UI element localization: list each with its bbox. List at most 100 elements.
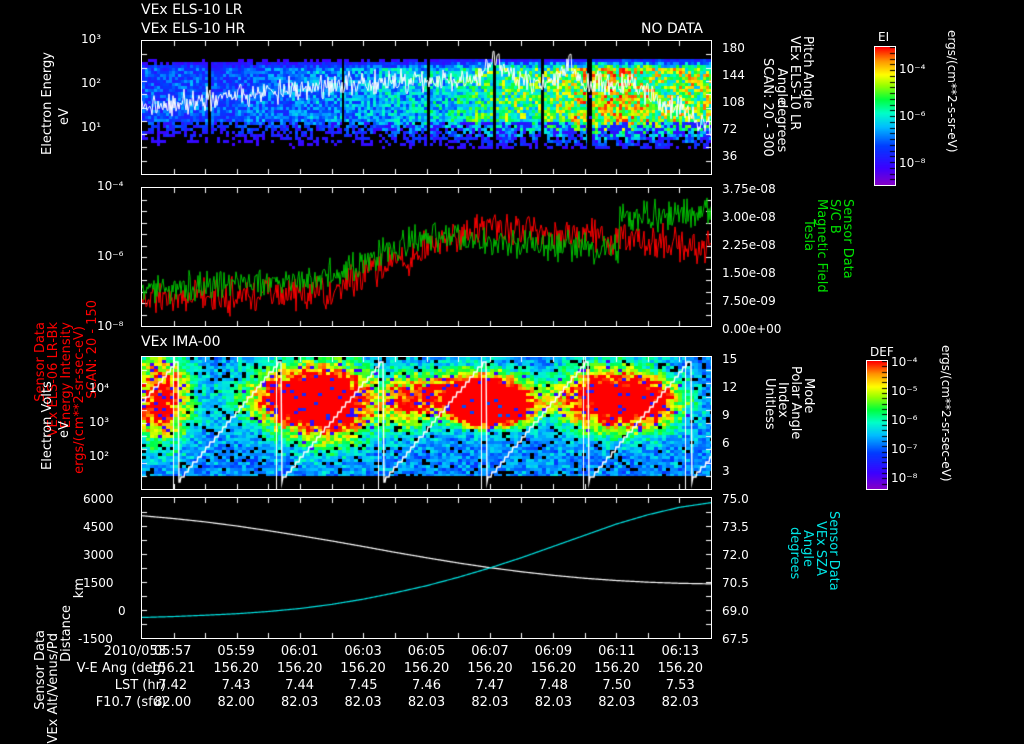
panel4-right-label-1: Sensor Data <box>826 511 841 591</box>
panel1-ytick-0: 10³ <box>81 32 102 46</box>
footer-cell-1-8: 156.20 <box>657 661 704 676</box>
footer-cell-3-2: 82.03 <box>281 695 319 710</box>
panel2-rtick-0: 3.75e-08 <box>722 182 776 196</box>
footer-cell-2-0: 7.42 <box>158 678 188 693</box>
panel4-ytick-1: 4500 <box>83 520 114 534</box>
footer-cell-0-0: 05:57 <box>153 644 192 659</box>
panel1-plot-area[interactable] <box>141 40 712 175</box>
footer-row-label-0: 2010/053 <box>103 644 166 659</box>
panel1-colorbar-tick-0: 10⁻⁴ <box>899 62 926 76</box>
panel3-colorbar-units: ergs/(cm**2-sr-sec-eV) <box>939 345 953 482</box>
panel1-right-label-2: VEx ELS-10 LR <box>787 36 802 131</box>
panel4-rtick-1: 73.5 <box>722 520 749 534</box>
footer-cell-2-7: 7.50 <box>602 678 632 693</box>
footer-data-table: 2010/053 V-E Ang (deg) LST (hr) F10.7 (sfu)… <box>0 644 1024 710</box>
panel4-ytick-4: 0 <box>118 604 126 618</box>
panel1-colorbar-tick-2: 10⁻⁸ <box>899 156 926 170</box>
footer-cell-1-1: 156.20 <box>213 661 259 676</box>
panel1-y-axis-label: Electron Energy <box>40 52 55 155</box>
footer-row-label-1: V-E Ang (deg) <box>76 661 166 676</box>
panel2-ytick-0: 10⁻⁴ <box>97 179 124 193</box>
panel4-ytick-0: 6000 <box>83 492 114 506</box>
panel3-y-axis-units: eV <box>57 421 72 438</box>
footer-cell-0-8: 06:13 <box>661 644 699 659</box>
footer-cell-2-2: 7.44 <box>285 678 315 693</box>
panel4-rtick-0: 75.0 <box>722 492 749 506</box>
panel2-plot-area[interactable] <box>141 187 712 327</box>
panel1-right-label-3: Angle <box>774 68 789 105</box>
panel1-right-label-5: SCAN: 20 - 300 <box>760 58 775 157</box>
footer-row-label-2: LST (hr) <box>114 678 166 693</box>
footer-cell-3-8: 82.03 <box>661 695 699 710</box>
panel1-rtick-1: 144 <box>722 68 745 82</box>
footer-cell-1-4: 156.20 <box>403 661 450 676</box>
panel3-title: VEx IMA-00 <box>141 334 221 350</box>
panel2-ytick-1: 10⁻⁶ <box>97 249 124 263</box>
footer-cell-3-4: 82.03 <box>407 695 446 710</box>
panel3-colorbar-tick-4: 10⁻⁸ <box>891 471 918 485</box>
panel3-ytick-0: 10⁴ <box>89 381 110 395</box>
panel3-ytick-2: 10² <box>89 449 110 463</box>
panel3-rtick-0: 15 <box>722 352 738 366</box>
panel1-rtick-2: 108 <box>722 95 745 109</box>
panel1-rtick-3: 72 <box>722 122 738 136</box>
footer-cell-3-0: 82.00 <box>154 695 192 710</box>
footer-cell-3-7: 82.03 <box>598 695 636 710</box>
panel3-right-label-1: Mode <box>801 378 816 414</box>
panel2-rtick-3: 1.50e-08 <box>722 266 776 280</box>
footer-row-label-3: F10.7 (sfu) <box>95 695 166 710</box>
panel3-colorbar-tick-1: 10⁻⁵ <box>891 384 918 398</box>
panel3-ytick-1: 10³ <box>89 415 110 429</box>
panel4-ytick-2: 3000 <box>83 548 114 562</box>
footer-cell-1-3: 156.20 <box>340 661 386 676</box>
panel1-colorbar-units: ergs/(cm**2-s-sr-eV) <box>945 30 959 153</box>
panel1-colorbar[interactable] <box>874 46 896 186</box>
panel3-rtick-4: 3 <box>722 464 730 478</box>
panel1-ytick-2: 10¹ <box>81 120 102 134</box>
panel1-no-data-label: NO DATA <box>641 21 704 37</box>
panel1-right-label-1: Pitch Angle <box>800 36 815 109</box>
panel4-right-label-3: Angle <box>800 530 815 567</box>
panel1-rtick-0: 180 <box>722 41 745 55</box>
footer-cell-2-6: 7.48 <box>538 678 568 693</box>
panel2-right-label-3: Magnetic Field <box>814 199 829 293</box>
panel3-rtick-1: 12 <box>722 380 738 394</box>
panel3-colorbar[interactable] <box>866 360 888 490</box>
panel1-ytick-1: 10² <box>81 76 102 90</box>
panel2-right-label-4: Tesla <box>801 219 816 252</box>
footer-cell-0-5: 06:07 <box>471 644 509 659</box>
panel4-rtick-5: 67.5 <box>722 632 749 646</box>
footer-cell-3-6: 82.03 <box>534 695 572 710</box>
footer-cell-1-6: 156.20 <box>530 661 577 676</box>
panel3-plot-area[interactable] <box>141 356 712 490</box>
footer-cell-3-3: 82.03 <box>344 695 382 710</box>
panel4-plot-area[interactable] <box>141 497 712 639</box>
panel4-right-label-4: degrees <box>787 527 802 580</box>
panel2-rtick-4: 7.50e-09 <box>722 294 776 308</box>
footer-cell-1-2: 156.20 <box>276 661 323 676</box>
panel1-colorbar-tick-1: 10⁻⁶ <box>899 109 926 123</box>
footer-cell-0-4: 06:05 <box>407 644 446 659</box>
panel1-rtick-4: 36 <box>722 149 738 163</box>
panel3-colorbar-tick-3: 10⁻⁷ <box>891 442 918 456</box>
panel3-colorbar-tick-0: 10⁻⁴ <box>891 355 918 369</box>
panel4-rtick-4: 69.0 <box>722 604 749 618</box>
panel2-ytick-2: 10⁻⁸ <box>97 319 124 333</box>
footer-cell-2-3: 7.45 <box>348 678 378 693</box>
panel1-right-label-4: degrees <box>774 100 789 153</box>
footer-cell-1-7: 156.20 <box>594 661 640 676</box>
panel3-colorbar-name: DEF <box>870 345 894 359</box>
panel1-y-axis-units: eV <box>57 108 72 125</box>
panel4-rtick-2: 72.0 <box>722 548 749 562</box>
footer-cell-3-5: 82.03 <box>471 695 509 710</box>
panel1-title-hr: VEx ELS-10 HR <box>141 21 246 37</box>
panel1-colorbar-name: EI <box>878 30 890 44</box>
panel2-right-label-1: Sensor Data <box>840 199 855 279</box>
footer-cell-1-5: 156.20 <box>467 661 513 676</box>
footer-cell-2-4: 7.46 <box>412 678 441 693</box>
panel3-right-label-2: Polar Angle <box>788 366 803 440</box>
panel3-y-axis-label: Electron Volts <box>40 381 55 470</box>
panel3-rtick-2: 9 <box>722 408 730 422</box>
panel2-right-label-2: S/C B <box>827 199 842 234</box>
